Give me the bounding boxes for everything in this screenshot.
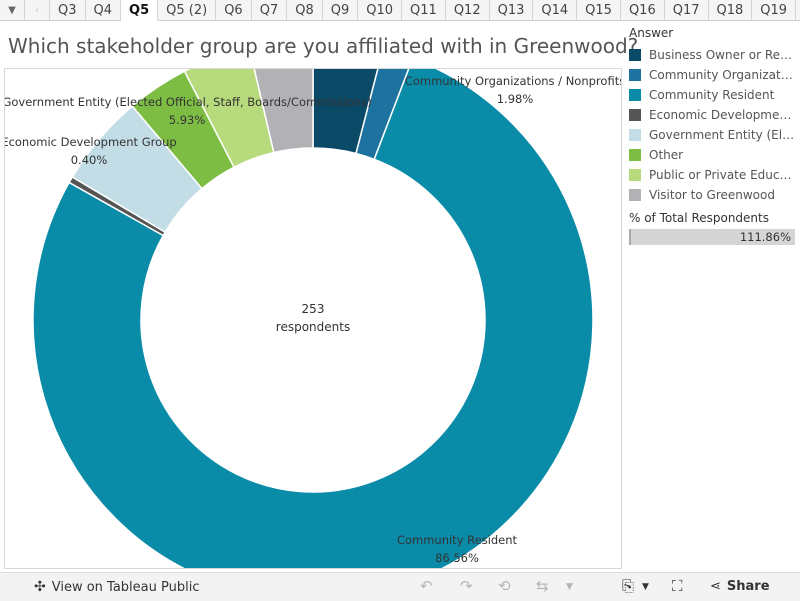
undo-icon[interactable]: ↶ [420,577,433,595]
view-on-tableau-link[interactable]: ✣ View on Tableau Public [34,579,199,595]
legend-label: Visitor to Greenwood [649,188,775,202]
legend-swatch [629,69,641,81]
legend-swatch [629,189,641,201]
tab-q13[interactable]: Q13 [490,0,534,20]
slice-label: Economic Development Group [5,135,177,149]
tab-q19[interactable]: Q19 [752,0,797,20]
slice-label: Community Resident [397,533,518,547]
legend-swatch [629,129,641,141]
share-label: Share [726,579,770,594]
legend-item[interactable]: Government Entity (Ele… [629,125,799,145]
slice-value-label: 1.98% [497,92,534,106]
slice-label: Community Organizations / Nonprofits [405,74,621,88]
tab-q10[interactable]: Q10 [358,0,403,20]
slice-value-label: 86.56% [435,551,479,565]
percent-total-value: 111.86% [739,230,791,244]
donut-slice-community-resident[interactable] [32,69,594,568]
tab-q7[interactable]: Q7 [252,0,288,20]
chart-title: Which stakeholder group are you affiliat… [8,34,639,58]
center-respondent-count: 253 [302,302,325,316]
slice-label: Government Entity (Elected Official, Sta… [5,95,372,109]
chart-frame: Community Organizations / Nonprofits 1.98… [4,68,622,569]
legend-label: Economic Development… [649,108,795,122]
legend-item[interactable]: Public or Private Educa… [629,165,799,185]
legend-title: Answer [629,26,674,40]
share-button[interactable]: ⋖ Share [710,579,770,594]
revert-icon[interactable]: ⟲ [498,577,511,595]
redo-icon[interactable]: ↷ [460,577,473,595]
tab-q6[interactable]: Q6 [216,0,252,20]
tab-q3[interactable]: Q3 [50,0,86,20]
slice-value-label: 5.93% [169,113,206,127]
legend-label: Community Organizati… [649,68,795,82]
tab-q11[interactable]: Q11 [402,0,446,20]
download-icon[interactable]: ⎘ [622,577,635,595]
donut-slice-business-owner-or-representative[interactable] [312,69,383,155]
legend-label: Other [649,148,684,162]
legend-swatch [629,149,641,161]
legend-item[interactable]: Other [629,145,799,165]
tab-q18[interactable]: Q18 [709,0,753,20]
legend-label: Community Resident [649,88,775,102]
tab-q17[interactable]: Q17 [665,0,709,20]
percent-total-bar[interactable]: 111.86% [629,229,795,245]
legend: Answer Business Owner or Rep… Community O… [629,26,799,245]
center-respondent-label: respondents [276,320,350,334]
legend-label: Business Owner or Rep… [649,48,795,62]
slice-value-label: 0.40% [71,153,108,167]
tab-q15[interactable]: Q15 [577,0,621,20]
view-on-tableau-label: View on Tableau Public [51,579,200,595]
legend-item[interactable]: Visitor to Greenwood [629,185,799,205]
tab-scroll-left-icon[interactable]: ‹ [25,0,50,20]
share-icon: ⋖ [710,579,721,594]
tab-menu-dropdown-icon[interactable]: ▼ [0,0,25,20]
legend-item[interactable]: Business Owner or Rep… [629,45,799,65]
legend-swatch [629,169,641,181]
tab-q5[interactable]: Q5 [121,0,159,21]
refresh-dropdown-icon[interactable]: ▼ [566,582,573,592]
tab-q12[interactable]: Q12 [446,0,490,20]
legend-label: Public or Private Educa… [649,168,795,182]
legend-item[interactable]: Community Organizati… [629,65,799,85]
footer-toolbar: ✣ View on Tableau Public ↶ ↷ ⟲ ⇆ ▼ ⎘ ▼ ⛶… [0,572,800,601]
tab-q8[interactable]: Q8 [287,0,323,20]
legend-swatch [629,109,641,121]
legend-swatch [629,49,641,61]
tableau-logo-icon: ✣ [34,579,46,595]
tab-q9[interactable]: Q9 [323,0,359,20]
legend-label: Government Entity (Ele… [649,128,795,142]
sheet-tab-bar: ▼ ‹ Q3 Q4 Q5 Q5 (2) Q6 Q7 Q8 Q9 Q10 Q11 Q12 Q13 Q14 Q… [0,0,800,21]
tab-q16[interactable]: Q16 [621,0,665,20]
tab-q5-2[interactable]: Q5 (2) [158,0,217,20]
legend-swatch [629,89,641,101]
sheet-tabs: Q3 Q4 Q5 Q5 (2) Q6 Q7 Q8 Q9 Q10 Q11 Q12 Q13 Q14 Q15 Q1… [50,0,797,21]
download-dropdown-icon[interactable]: ▼ [642,582,649,592]
refresh-icon[interactable]: ⇆ [536,577,549,595]
donut-chart: Community Organizations / Nonprofits 1.98… [5,69,621,568]
donut-slice-visitor-to-greenwood[interactable] [249,69,314,154]
legend-item[interactable]: Economic Development… [629,105,799,125]
legend-item[interactable]: Community Resident [629,85,799,105]
tab-q14[interactable]: Q14 [533,0,578,20]
percent-total-title: % of Total Respondents [629,211,769,225]
tab-q4[interactable]: Q4 [86,0,122,20]
fullscreen-icon[interactable]: ⛶ [672,577,683,595]
